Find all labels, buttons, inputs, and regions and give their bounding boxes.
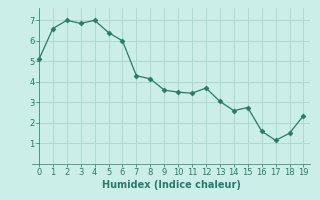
X-axis label: Humidex (Indice chaleur): Humidex (Indice chaleur) bbox=[102, 180, 241, 190]
